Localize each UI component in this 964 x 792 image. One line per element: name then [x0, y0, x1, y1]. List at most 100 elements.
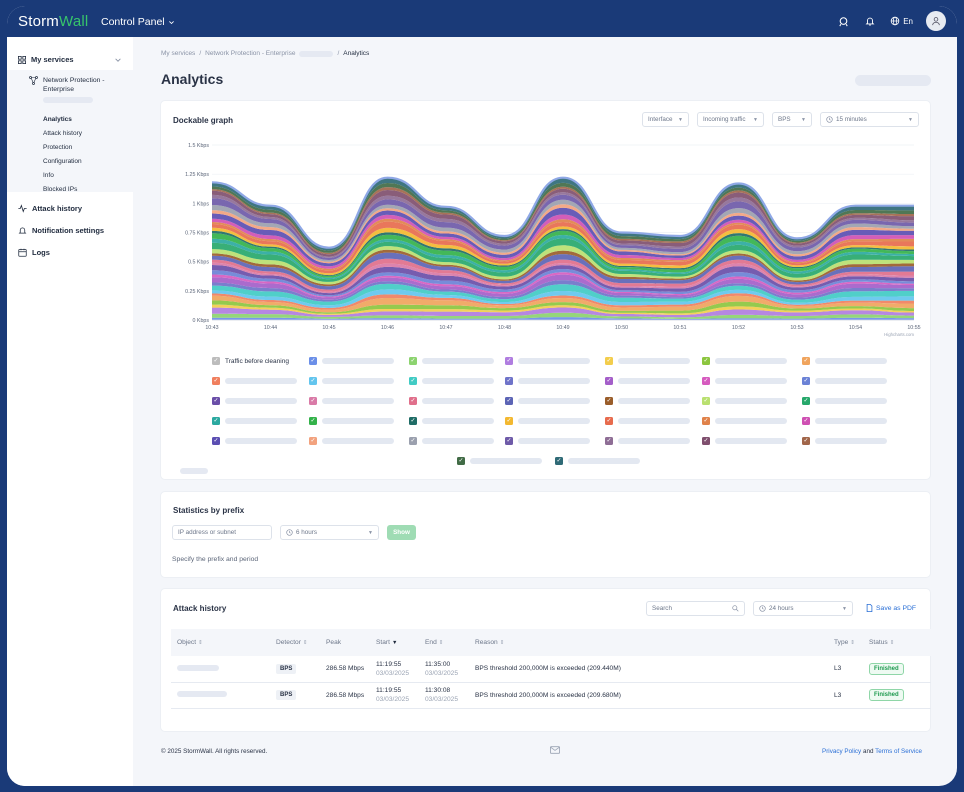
col-status[interactable]: Status ⇕ — [863, 629, 931, 656]
col-reason[interactable]: Reason ⇕ — [469, 629, 828, 656]
support-icon[interactable] — [836, 14, 850, 28]
language-switcher[interactable]: En — [890, 16, 913, 26]
legend-item[interactable]: ✓ — [702, 397, 787, 405]
legend-item[interactable]: ✓ — [457, 457, 542, 465]
breadcrumb-my-services[interactable]: My services — [161, 50, 196, 57]
brand-logo[interactable]: StormWall — [18, 13, 89, 30]
checkbox-icon[interactable]: ✓ — [409, 437, 417, 445]
checkbox-icon[interactable]: ✓ — [212, 417, 220, 425]
col-object[interactable]: Object ⇕ — [171, 629, 270, 656]
legend-item[interactable]: ✓ — [505, 397, 590, 405]
sidebar-item-my-services[interactable]: My services — [18, 55, 122, 64]
checkbox-icon[interactable]: ✓ — [309, 357, 317, 365]
legend-item-traffic-before-cleaning[interactable]: ✓ Traffic before cleaning — [212, 357, 289, 365]
checkbox-icon[interactable]: ✓ — [605, 417, 613, 425]
col-detector[interactable]: Detector ⇕ — [270, 629, 320, 656]
history-search-input[interactable]: Search — [646, 601, 745, 616]
legend-item[interactable]: ✓ — [605, 357, 690, 365]
sidebar-item-analytics[interactable]: Analytics — [43, 116, 72, 123]
legend-item[interactable]: ✓ — [605, 377, 690, 385]
checkbox-icon[interactable]: ✓ — [605, 437, 613, 445]
checkbox-icon[interactable]: ✓ — [309, 437, 317, 445]
save-pdf-button[interactable]: Save as PDF — [866, 604, 916, 612]
checkbox-icon[interactable]: ✓ — [702, 377, 710, 385]
checkbox-icon[interactable]: ✓ — [505, 397, 513, 405]
checkbox-icon[interactable]: ✓ — [505, 377, 513, 385]
col-end[interactable]: End ⇕ — [419, 629, 469, 656]
checkbox-icon[interactable]: ✓ — [505, 357, 513, 365]
mail-icon[interactable] — [550, 746, 560, 754]
checkbox-icon[interactable]: ✓ — [409, 417, 417, 425]
legend-item[interactable]: ✓ — [409, 397, 494, 405]
legend-item[interactable]: ✓ — [212, 437, 297, 445]
legend-item[interactable]: ✓ — [802, 397, 887, 405]
legend-item[interactable]: ✓ — [309, 357, 394, 365]
legend-item[interactable]: ✓ — [309, 417, 394, 425]
legend-item[interactable]: ✓ — [409, 437, 494, 445]
checkbox-icon[interactable]: ✓ — [802, 377, 810, 385]
legend-item[interactable]: ✓ — [555, 457, 640, 465]
legend-item[interactable]: ✓ — [605, 437, 690, 445]
ip-subnet-input[interactable]: IP address or subnet — [172, 525, 272, 540]
legend-item[interactable]: ✓ — [309, 437, 394, 445]
checkbox-icon[interactable]: ✓ — [309, 377, 317, 385]
checkbox-icon[interactable]: ✓ — [457, 457, 465, 465]
checkbox-icon[interactable]: ✓ — [802, 357, 810, 365]
interface-select[interactable]: Interface ▼ — [642, 112, 689, 127]
checkbox-icon[interactable]: ✓ — [802, 417, 810, 425]
breadcrumb-service[interactable]: Network Protection - Enterprise — [205, 50, 296, 57]
sidebar-item-blocked-ips[interactable]: Blocked IPs — [43, 186, 78, 193]
checkbox-icon[interactable]: ✓ — [702, 437, 710, 445]
legend-item[interactable]: ✓ — [212, 377, 297, 385]
legend-item[interactable]: ✓ — [409, 377, 494, 385]
unit-select[interactable]: BPS ▼ — [772, 112, 812, 127]
legend-item[interactable]: ✓ — [605, 397, 690, 405]
legend-item[interactable]: ✓ — [702, 377, 787, 385]
sidebar-item-info[interactable]: Info — [43, 172, 54, 179]
checkbox-icon[interactable]: ✓ — [409, 377, 417, 385]
sidebar-item-attack-history[interactable]: Attack history — [18, 204, 82, 213]
checkbox-icon[interactable]: ✓ — [605, 397, 613, 405]
checkbox-icon[interactable]: ✓ — [309, 417, 317, 425]
history-period-select[interactable]: 24 hours ▼ — [753, 601, 853, 616]
checkbox-icon[interactable]: ✓ — [505, 437, 513, 445]
checkbox-icon[interactable]: ✓ — [212, 397, 220, 405]
legend-item[interactable]: ✓ — [505, 377, 590, 385]
legend-item[interactable]: ✓ — [212, 417, 297, 425]
legend-item[interactable]: ✓ — [212, 397, 297, 405]
checkbox-icon[interactable]: ✓ — [702, 357, 710, 365]
table-row[interactable]: BPS 286.58 Mbps 11:19:55 03/03/2025 11:35… — [171, 656, 931, 683]
checkbox-icon[interactable]: ✓ — [555, 457, 563, 465]
legend-item[interactable]: ✓ — [702, 417, 787, 425]
checkbox-icon[interactable]: ✓ — [802, 397, 810, 405]
show-button[interactable]: Show — [387, 525, 416, 540]
sidebar-service[interactable]: Network Protection - Enterprise — [29, 76, 115, 106]
checkbox-icon[interactable]: ✓ — [309, 397, 317, 405]
legend-item[interactable]: ✓ — [505, 417, 590, 425]
legend-item[interactable]: ✓ — [409, 417, 494, 425]
sidebar-item-logs[interactable]: Logs — [18, 248, 50, 257]
terms-link[interactable]: Terms of Service — [875, 748, 922, 755]
control-panel-menu[interactable]: Control Panel — [101, 16, 175, 28]
period-select[interactable]: 15 minutes ▼ — [820, 112, 919, 127]
legend-item[interactable]: ✓ — [802, 417, 887, 425]
checkbox-icon[interactable]: ✓ — [505, 417, 513, 425]
legend-item[interactable]: ✓ — [505, 357, 590, 365]
legend-item[interactable]: ✓ — [702, 357, 787, 365]
col-start[interactable]: Start ▼ — [370, 629, 419, 656]
sidebar-item-configuration[interactable]: Configuration — [43, 158, 82, 165]
checkbox-icon[interactable]: ✓ — [212, 377, 220, 385]
legend-item[interactable]: ✓ — [802, 437, 887, 445]
sidebar-item-protection[interactable]: Protection — [43, 144, 73, 151]
legend-item[interactable]: ✓ — [802, 377, 887, 385]
col-type[interactable]: Type ⇕ — [828, 629, 863, 656]
checkbox-icon[interactable]: ✓ — [605, 377, 613, 385]
checkbox-icon[interactable]: ✓ — [212, 357, 220, 365]
checkbox-icon[interactable]: ✓ — [409, 357, 417, 365]
direction-select[interactable]: Incoming traffic ▼ — [697, 112, 764, 127]
checkbox-icon[interactable]: ✓ — [702, 417, 710, 425]
checkbox-icon[interactable]: ✓ — [605, 357, 613, 365]
avatar[interactable] — [926, 11, 946, 31]
traffic-area-chart[interactable]: 0 Kbps 0.25 Kbps 0.5 Kbps 0.75 Kbps 1 Kbps 1.… — [172, 140, 922, 345]
checkbox-icon[interactable]: ✓ — [409, 397, 417, 405]
